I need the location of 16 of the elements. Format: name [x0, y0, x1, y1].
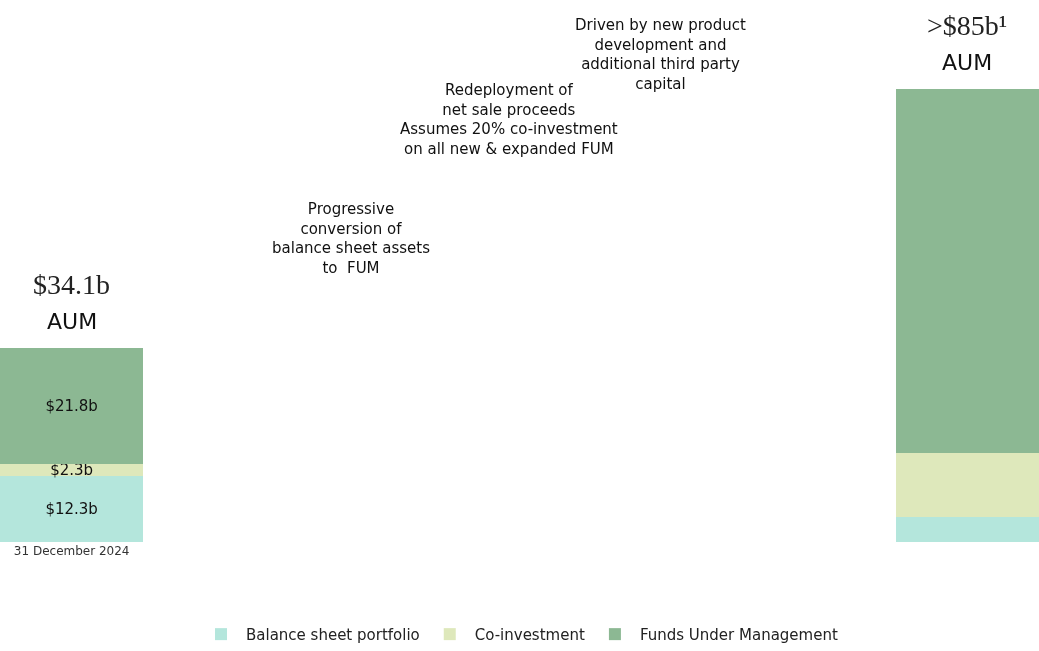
bar	[895, 88, 1039, 453]
bar	[895, 516, 1039, 542]
annotation: Progressive conversion of balance sheet assets to FUM	[272, 200, 431, 277]
legend-label: Co-investment	[474, 625, 585, 644]
bar	[0, 476, 144, 542]
text: AUM	[942, 50, 993, 75]
legend-label: Funds Under Management	[639, 625, 838, 644]
annotation: $34.1b	[33, 269, 110, 300]
data-label: $21.8b	[45, 397, 98, 416]
data-label: $12.3b	[45, 500, 98, 519]
x-tick-label: 31 December 2024	[13, 544, 130, 558]
legend-label: Balance sheet portfolio	[246, 625, 420, 644]
annotation: AUM	[47, 309, 98, 334]
text: >$85b¹	[927, 10, 1008, 41]
bar	[0, 347, 144, 465]
bar	[895, 452, 1039, 517]
